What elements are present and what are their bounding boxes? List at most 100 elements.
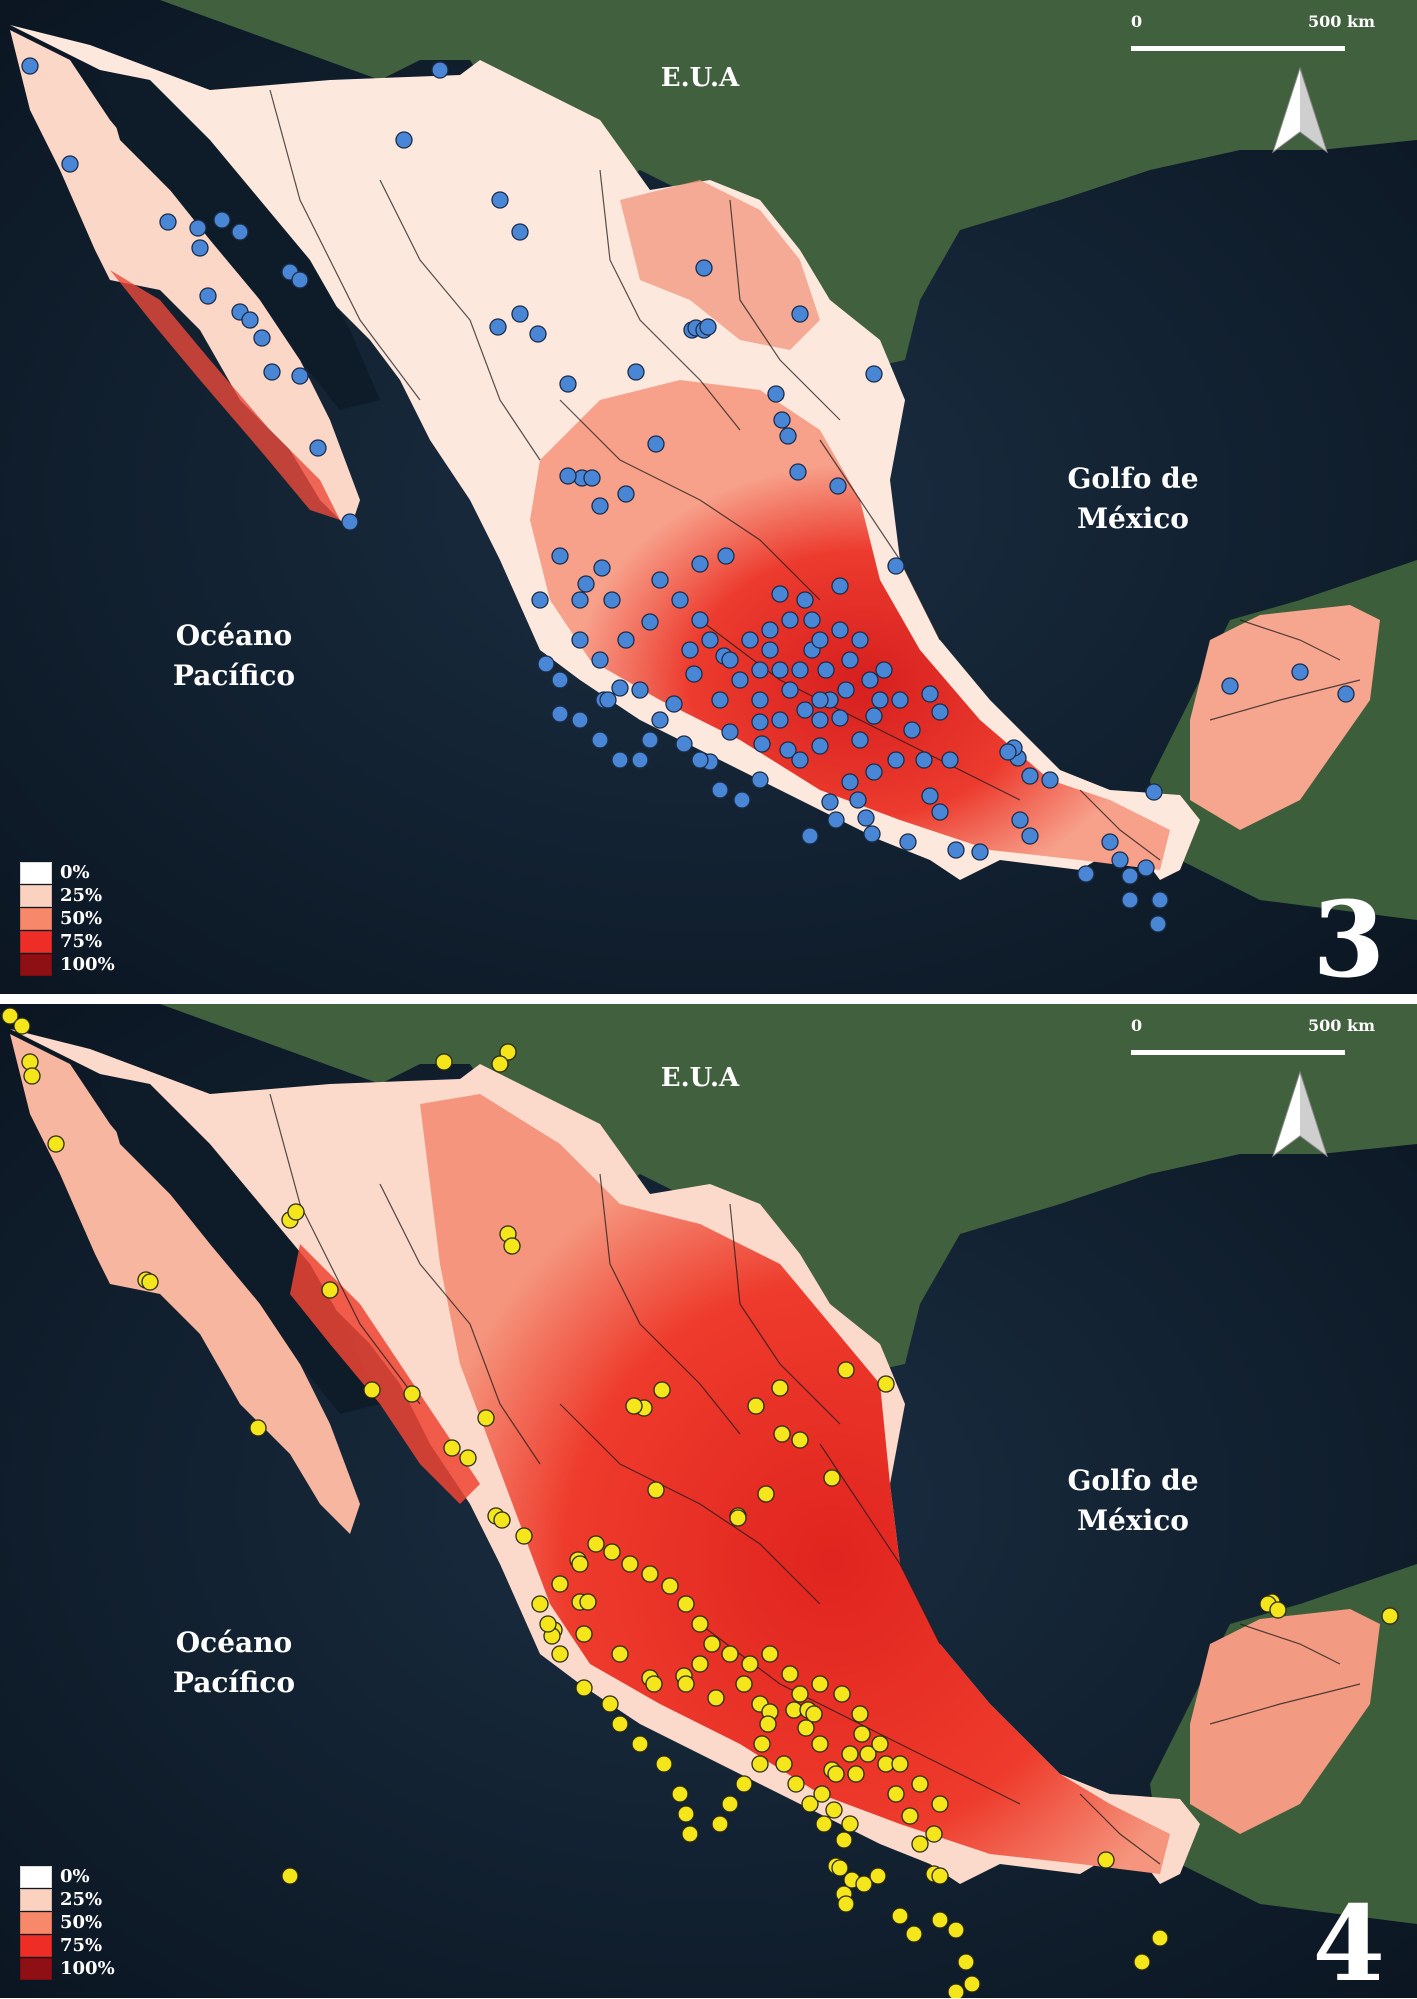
occurrence-point (611, 751, 629, 769)
occurrence-point (887, 751, 905, 769)
occurrence-point (263, 363, 281, 381)
usa-label: E.U.A (661, 1063, 740, 1093)
legend-row: 75% (20, 1934, 115, 1957)
occurrence-point (61, 155, 79, 173)
occurrence-point (691, 555, 709, 573)
legend-row: 50% (20, 907, 115, 930)
occurrence-point (363, 1381, 381, 1399)
occurrence-point (491, 1055, 509, 1073)
occurrence-point (603, 591, 621, 609)
occurrence-point (733, 791, 751, 809)
occurrence-point (829, 477, 847, 495)
baja-california (10, 30, 360, 530)
occurrence-point (341, 513, 359, 531)
occurrence-point (431, 61, 449, 79)
occurrence-point (631, 681, 649, 699)
occurrence-point (735, 1675, 753, 1693)
occurrence-point (531, 1595, 549, 1613)
occurrence-point (631, 751, 649, 769)
occurrence-point (779, 741, 797, 759)
usa-label: E.U.A (661, 63, 740, 93)
occurrence-point (601, 1695, 619, 1713)
occurrence-point (23, 1067, 41, 1085)
occurrence-point (865, 365, 883, 383)
occurrence-point (811, 1675, 829, 1693)
gulf-label-line2: México (1077, 502, 1189, 535)
occurrence-point (905, 1925, 923, 1943)
occurrence-point (761, 1645, 779, 1663)
legend-label: 25% (60, 885, 103, 906)
occurrence-point (791, 305, 809, 323)
occurrence-point (701, 631, 719, 649)
occurrence-point (871, 691, 889, 709)
occurrence-point (575, 1679, 593, 1697)
occurrence-point (796, 591, 814, 609)
legend-label: 0% (60, 862, 90, 883)
occurrence-point (811, 737, 829, 755)
occurrence-point (911, 1775, 929, 1793)
occurrence-point (773, 1425, 791, 1443)
occurrence-point (641, 1565, 659, 1583)
occurrence-point (891, 1755, 909, 1773)
map-canvas: E.U.A Golfo de México Océano Pacífico (0, 0, 1417, 994)
occurrence-point (551, 705, 569, 723)
occurrence-point (691, 1615, 709, 1633)
occurrence-point (647, 1481, 665, 1499)
occurrence-point (677, 1595, 695, 1613)
occurrence-point (611, 679, 629, 697)
occurrence-point (925, 1825, 943, 1843)
occurrence-point (511, 223, 529, 241)
legend-swatch (20, 1888, 52, 1911)
occurrence-point (1145, 783, 1163, 801)
occurrence-point (811, 711, 829, 729)
legend-swatch (20, 884, 52, 907)
legend-label: 50% (60, 908, 103, 929)
occurrence-point (309, 439, 327, 457)
occurrence-point (675, 735, 693, 753)
occurrence-point (831, 1859, 849, 1877)
occurrence-point (491, 191, 509, 209)
occurrence-point (931, 1795, 949, 1813)
occurrence-point (281, 1867, 299, 1885)
legend-swatch (20, 1934, 52, 1957)
occurrence-point (611, 1715, 629, 1733)
occurrence-point (199, 287, 217, 305)
occurrence-point (671, 591, 689, 609)
occurrence-point (1151, 1929, 1169, 1947)
high-suitability-region (420, 1094, 1170, 1874)
occurrence-point (835, 1831, 853, 1849)
occurrence-point (869, 1867, 887, 1885)
occurrence-point (503, 1237, 521, 1255)
occurrence-point (721, 1645, 739, 1663)
legend-row: 0% (20, 861, 115, 884)
map-panel-4: E.U.A Golfo de México Océano Pacífico 0 … (0, 1004, 1417, 1998)
occurrence-point (575, 1625, 593, 1643)
occurrence-point (691, 1655, 709, 1673)
occurrence-point (321, 1281, 339, 1299)
occurrence-point (775, 1755, 793, 1773)
occurrence-point (617, 485, 635, 503)
legend-label: 0% (60, 1866, 90, 1887)
occurrence-point (13, 1017, 31, 1035)
legend-label: 50% (60, 1912, 103, 1933)
occurrence-point (681, 641, 699, 659)
west-coast-region (290, 1244, 480, 1504)
occurrence-point (571, 631, 589, 649)
occurrence-point (931, 1867, 949, 1885)
occurrence-point (837, 1361, 855, 1379)
occurrence-point (721, 1795, 739, 1813)
occurrence-point (761, 621, 779, 639)
occurrence-point (871, 1735, 889, 1753)
occurrence-point (571, 1555, 589, 1573)
occurrence-point (796, 701, 814, 719)
occurrence-point (875, 661, 893, 679)
legend-row: 100% (20, 953, 115, 976)
legend-row: 25% (20, 884, 115, 907)
occurrence-point (641, 613, 659, 631)
occurrence-point (707, 1689, 725, 1707)
occurrence-point (811, 1735, 829, 1753)
occurrence-point (903, 721, 921, 739)
occurrence-point (781, 681, 799, 699)
occurrence-point (591, 497, 609, 515)
occurrence-point (21, 57, 39, 75)
